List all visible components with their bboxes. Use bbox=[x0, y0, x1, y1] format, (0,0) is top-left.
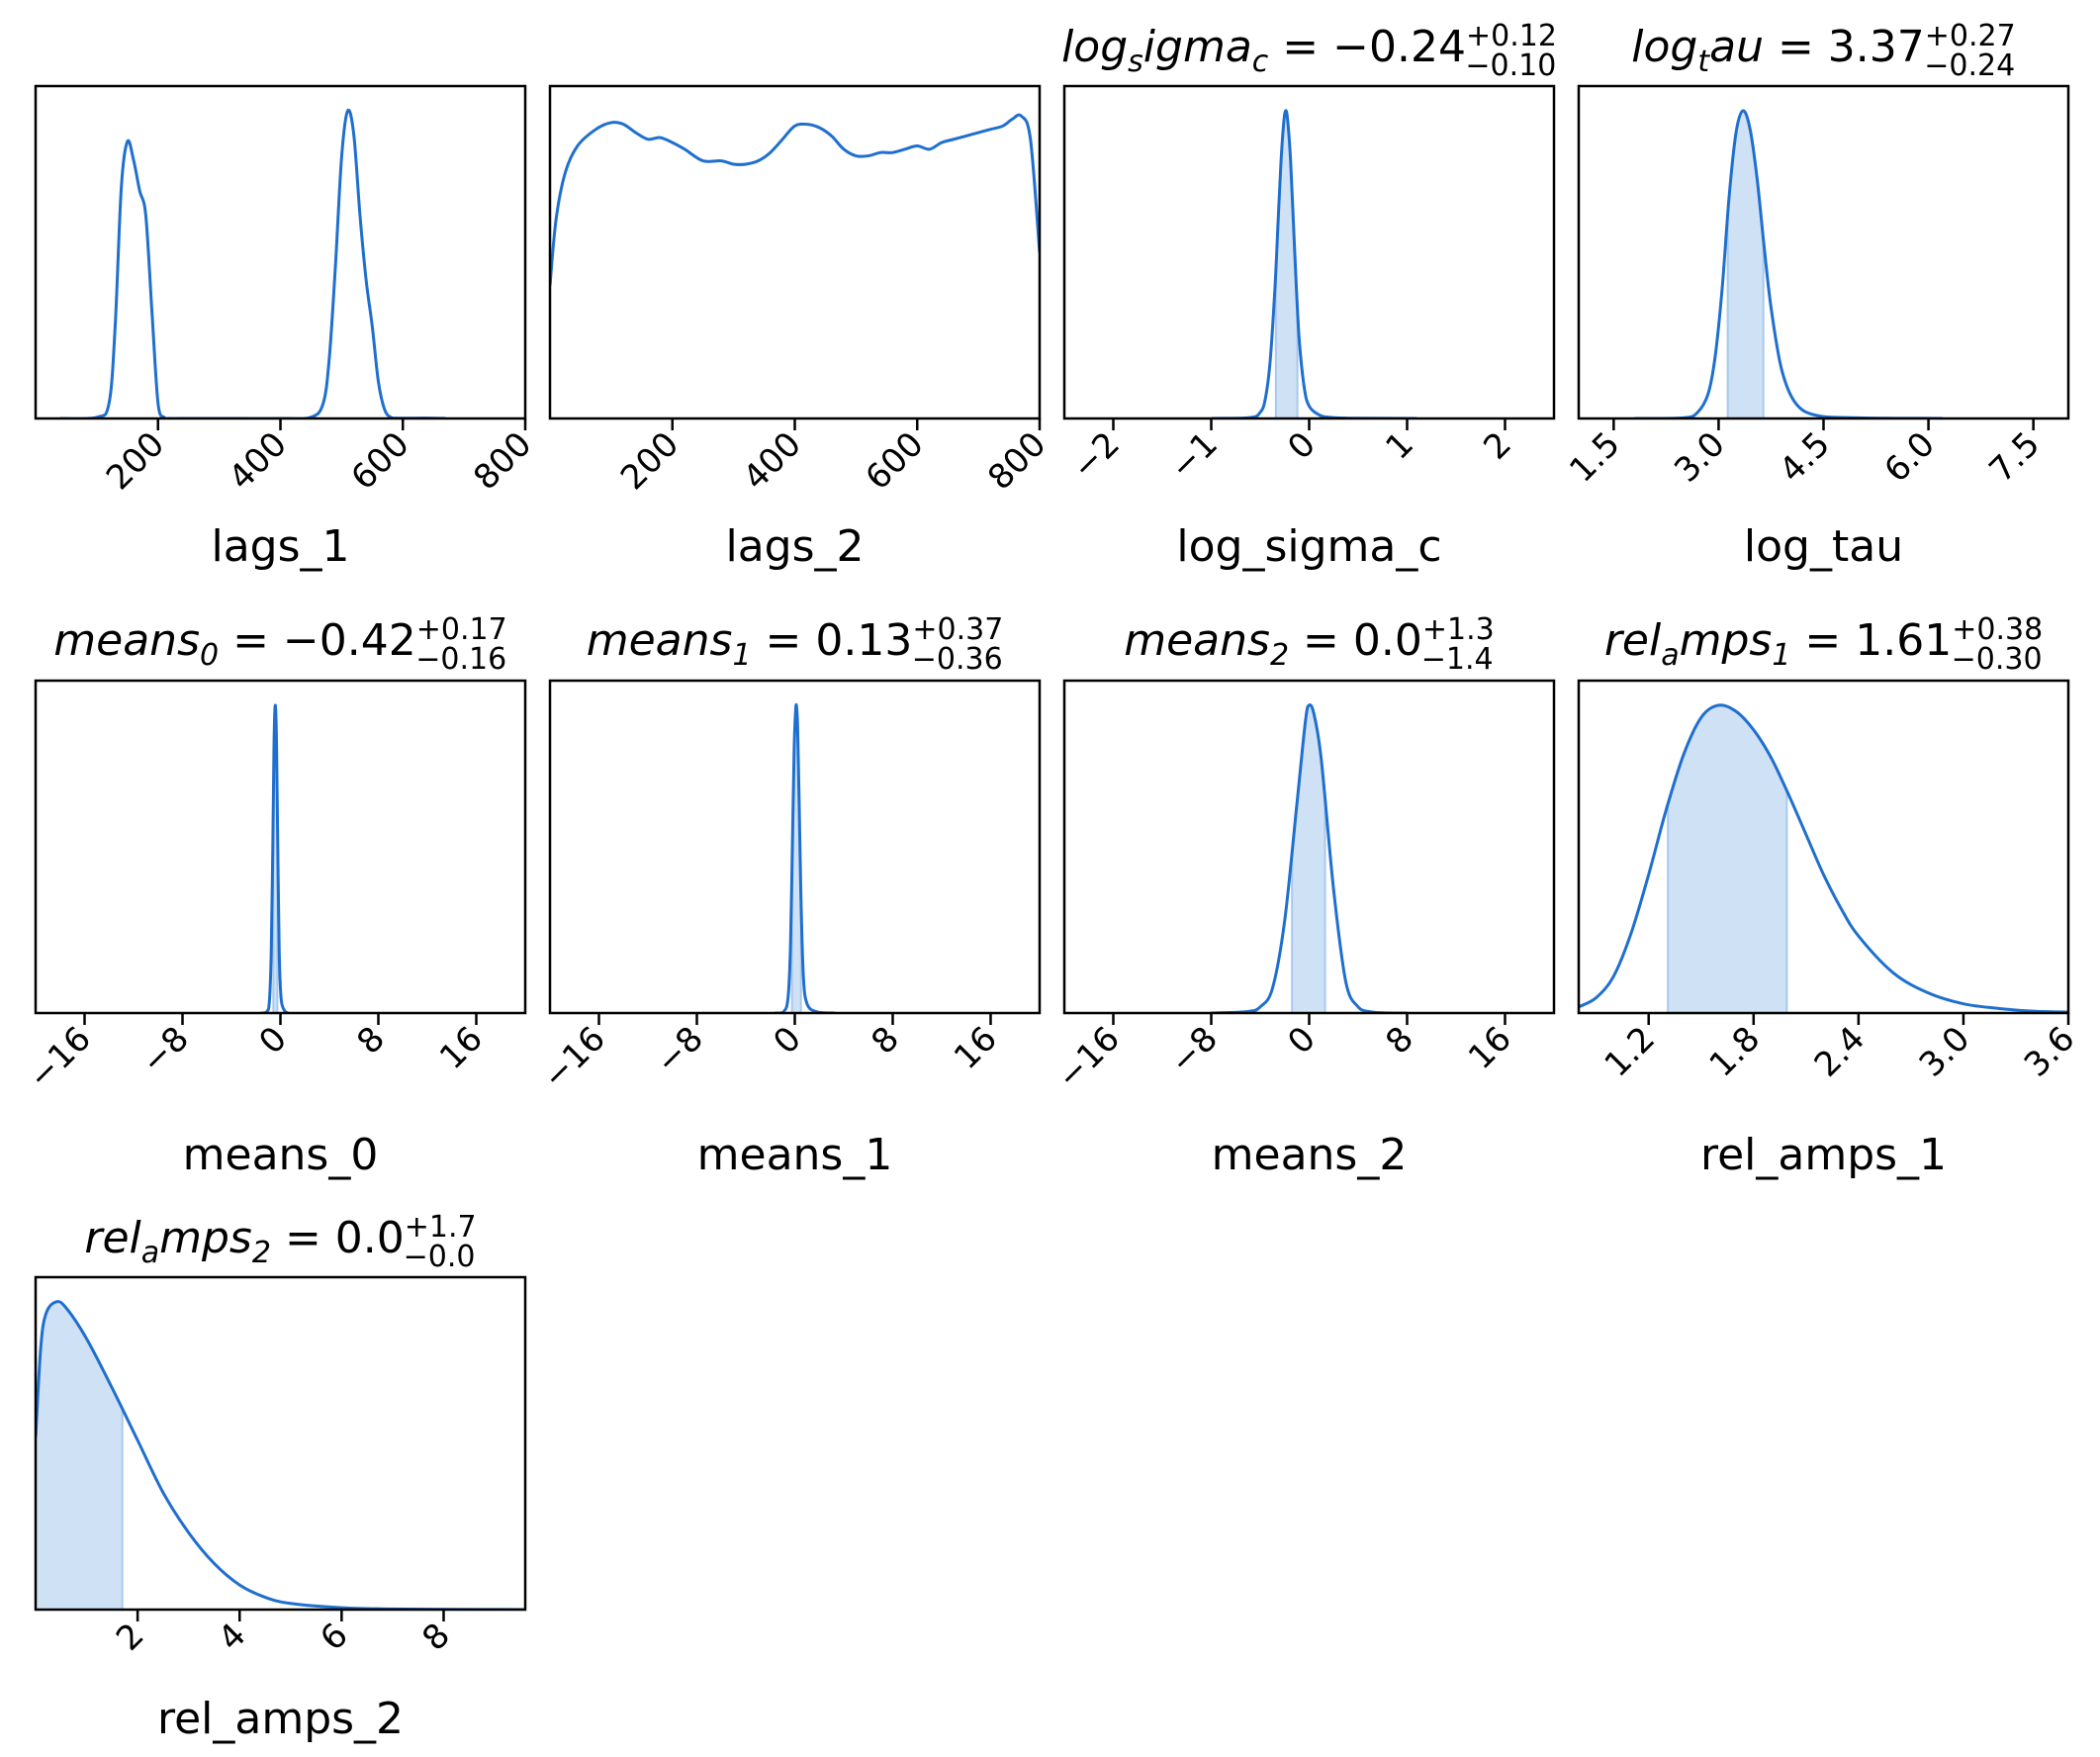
x-tick-label: 400 bbox=[736, 424, 809, 498]
x-tick-label: 1 bbox=[1378, 424, 1421, 468]
plot-area bbox=[1211, 703, 1408, 1013]
x-tick-label: −1 bbox=[1162, 424, 1226, 488]
x-axis-label: rel_amps_2 bbox=[157, 1694, 404, 1744]
x-tick-label: −8 bbox=[1162, 1019, 1226, 1082]
plot-area bbox=[36, 1300, 525, 1610]
density-curve bbox=[1634, 109, 1943, 418]
panel-lags-2: 200 400 600 800 lags_2 bbox=[548, 84, 1053, 572]
x-tick-label: 1.2 bbox=[1598, 1019, 1664, 1085]
x-tick-label: 800 bbox=[980, 424, 1053, 498]
x-axis-label: means_2 bbox=[1212, 1130, 1408, 1180]
x-tick-label: −8 bbox=[648, 1019, 711, 1082]
panel-title: logsigmac = −0.24+0.12 −0.10 bbox=[1061, 19, 1557, 83]
x-tick-label: 200 bbox=[99, 424, 172, 498]
plot-area bbox=[775, 702, 836, 1013]
x-tick-label: −8 bbox=[134, 1019, 197, 1082]
density-curve bbox=[1211, 109, 1417, 418]
x-axis-label: log_tau bbox=[1744, 521, 1903, 572]
x-axis-label: lags_2 bbox=[725, 521, 864, 572]
x-tick-label: 4.5 bbox=[1772, 424, 1838, 491]
axes-frame bbox=[1577, 84, 2070, 420]
x-tick-label: 16 bbox=[1461, 1019, 1519, 1077]
x-tick-label: 0 bbox=[1280, 424, 1324, 468]
x-tick-label: 3.6 bbox=[2017, 1019, 2083, 1085]
x-tick-label: 0 bbox=[1280, 1019, 1324, 1063]
credible-interval-band bbox=[36, 1302, 123, 1610]
density-curve bbox=[550, 113, 1040, 286]
x-tick-label: 0 bbox=[251, 1019, 295, 1063]
axes-frame bbox=[34, 1275, 527, 1612]
plot-area bbox=[59, 108, 446, 418]
panel-log-sigma-c: −2 −1 0 1 2 log_sigma_c logsigmac = −0.24+0.12… bbox=[1061, 19, 1557, 572]
x-tick-label: 4 bbox=[211, 1616, 254, 1659]
x-tick-label: 3.0 bbox=[1912, 1019, 1978, 1085]
panel-title: means2 = 0.0+1.3 −1.4 bbox=[1124, 612, 1495, 677]
x-axis-label: log_sigma_c bbox=[1176, 521, 1441, 572]
x-tick-label: 600 bbox=[343, 424, 416, 498]
panel-title: means0 = −0.42+0.17 −0.16 bbox=[53, 612, 506, 677]
panel-title: means1 = 0.13+0.37 −0.36 bbox=[587, 612, 1004, 677]
density-curve bbox=[1579, 703, 2068, 1013]
credible-interval-band bbox=[1275, 111, 1298, 418]
x-tick-label: 600 bbox=[858, 424, 931, 498]
x-tick-label: −16 bbox=[21, 1019, 99, 1097]
x-tick-label: 6.0 bbox=[1876, 424, 1943, 491]
x-tick-label: 16 bbox=[947, 1019, 1005, 1077]
density-curve bbox=[775, 702, 836, 1013]
panel-log-tau: 1.5 3.0 4.5 6.0 7.5 log_tau logtau = 3.37+0.27… bbox=[1562, 19, 2070, 572]
panel-means-2: −16 −8 0 8 16 means_2 means2 = 0.0+1.3 −1.4 bbox=[1050, 612, 1556, 1180]
x-tick-label: 2 bbox=[109, 1616, 152, 1659]
x-tick-label: 7.5 bbox=[1981, 424, 2048, 491]
panel-lags-1: 200 400 600 800 lags_1 bbox=[34, 84, 539, 572]
panel-title: logtau = 3.37+0.27 −0.24 bbox=[1631, 19, 2015, 83]
panel-rel-amps-1: 1.2 1.8 2.4 3.0 3.6 rel_amps_1 relamps1 = 1.61… bbox=[1577, 612, 2083, 1180]
panel-means-1: −16 −8 0 8 16 means_1 means1 = 0.13+0.37 −0.36 bbox=[535, 612, 1042, 1180]
panel-title: relamps1 = 1.61+0.38 −0.30 bbox=[1604, 612, 2043, 677]
plot-area bbox=[1211, 109, 1417, 418]
x-tick-label: −2 bbox=[1064, 424, 1128, 488]
plot-area bbox=[550, 113, 1040, 286]
x-tick-label: 6 bbox=[313, 1616, 356, 1659]
plot-area bbox=[260, 703, 289, 1013]
density-curve bbox=[59, 108, 446, 418]
x-tick-label: 8 bbox=[864, 1019, 907, 1063]
x-tick-label: 2.4 bbox=[1807, 1019, 1873, 1085]
plot-area bbox=[1579, 703, 2068, 1013]
density-curve bbox=[1211, 703, 1408, 1013]
x-tick-label: 800 bbox=[466, 424, 539, 498]
density-curve bbox=[260, 703, 289, 1013]
x-tick-label: 8 bbox=[349, 1019, 393, 1063]
x-axis-label: means_1 bbox=[697, 1130, 893, 1180]
x-axis-label: lags_1 bbox=[211, 521, 349, 572]
x-tick-label: 1.5 bbox=[1562, 424, 1628, 491]
x-tick-label: −16 bbox=[535, 1019, 613, 1097]
credible-interval-band bbox=[1727, 111, 1764, 418]
x-tick-label: 1.8 bbox=[1702, 1019, 1769, 1085]
x-tick-label: 16 bbox=[432, 1019, 491, 1077]
axes-frame bbox=[34, 84, 527, 420]
x-tick-label: 8 bbox=[414, 1616, 458, 1659]
x-tick-label: 8 bbox=[1378, 1019, 1421, 1063]
axes-frame bbox=[1577, 679, 2070, 1015]
density-curve bbox=[36, 1300, 525, 1610]
x-tick-label: −16 bbox=[1050, 1019, 1128, 1097]
plot-area bbox=[1634, 109, 1943, 418]
x-axis-label: means_0 bbox=[183, 1130, 379, 1180]
x-tick-label: 3.0 bbox=[1667, 424, 1733, 491]
panel-title: relamps2 = 0.0+1.7 −0.0 bbox=[84, 1210, 476, 1274]
x-tick-label: 2 bbox=[1476, 424, 1519, 468]
credible-interval-band bbox=[1668, 705, 1787, 1013]
axes-frame bbox=[1062, 84, 1556, 420]
panel-means-0: −16 −8 0 8 16 means_0 means0 = −0.42+0.17 −0.16 bbox=[21, 612, 527, 1180]
x-tick-label: 200 bbox=[613, 424, 686, 498]
x-axis-label: rel_amps_1 bbox=[1700, 1130, 1947, 1180]
x-tick-label: 0 bbox=[766, 1019, 809, 1063]
x-tick-label: 400 bbox=[222, 424, 295, 498]
